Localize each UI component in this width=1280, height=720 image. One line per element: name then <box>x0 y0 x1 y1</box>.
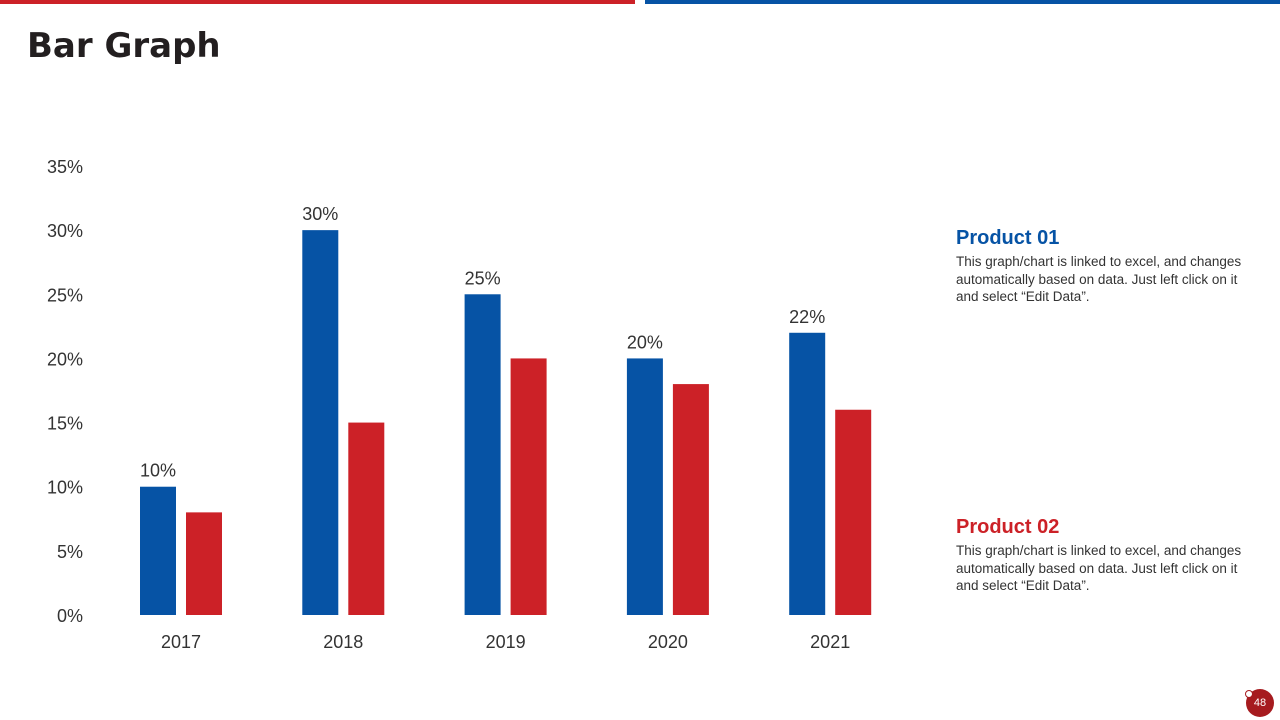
data-label: 25% <box>465 268 501 288</box>
x-tick-label: 2021 <box>810 632 850 652</box>
bar-product-01-2021 <box>789 332 826 615</box>
y-tick-label: 35% <box>47 157 83 177</box>
data-label: 20% <box>627 332 663 352</box>
page-title: Bar Graph <box>27 26 221 66</box>
data-label: 10% <box>140 461 176 481</box>
x-tick-label: 2020 <box>648 632 688 652</box>
legend-desc-product-01: This graph/chart is linked to excel, and… <box>956 254 1242 304</box>
y-tick-label: 15% <box>47 414 83 434</box>
data-label: 22% <box>789 307 825 327</box>
legend-product-02: Product 02 This graph/chart is linked to… <box>956 516 1256 595</box>
legend-desc-product-02: This graph/chart is linked to excel, and… <box>956 543 1242 593</box>
page-number: 48 <box>1253 697 1267 709</box>
bar-product-01-2019 <box>464 294 501 615</box>
page-dot-icon <box>1245 690 1253 698</box>
bar-product-01-2018 <box>302 230 339 615</box>
data-label: 30% <box>302 204 338 224</box>
bar-product-02-2021 <box>835 409 872 615</box>
bar-product-01-2020 <box>626 358 663 615</box>
bar-product-02-2017 <box>186 512 222 615</box>
bar-product-02-2018 <box>348 422 385 615</box>
x-tick-label: 2019 <box>486 632 526 652</box>
legend-product-01: Product 01 This graph/chart is linked to… <box>956 227 1256 306</box>
y-tick-label: 20% <box>47 349 83 369</box>
bar-product-02-2020 <box>672 384 709 615</box>
x-tick-label: 2017 <box>161 632 201 652</box>
y-tick-label: 0% <box>57 606 83 626</box>
legend-title-product-02: Product 02 <box>956 516 1060 538</box>
bar-product-02-2019 <box>510 358 547 615</box>
y-tick-label: 5% <box>57 542 83 562</box>
legend-title-product-01: Product 01 <box>956 227 1060 249</box>
x-tick-label: 2018 <box>323 632 363 652</box>
y-tick-label: 10% <box>47 478 83 498</box>
y-tick-label: 30% <box>47 221 83 241</box>
top-accent-red <box>0 0 635 4</box>
bar-product-01-2017 <box>140 486 176 615</box>
top-accent-blue <box>645 0 1280 4</box>
y-tick-label: 25% <box>47 285 83 305</box>
